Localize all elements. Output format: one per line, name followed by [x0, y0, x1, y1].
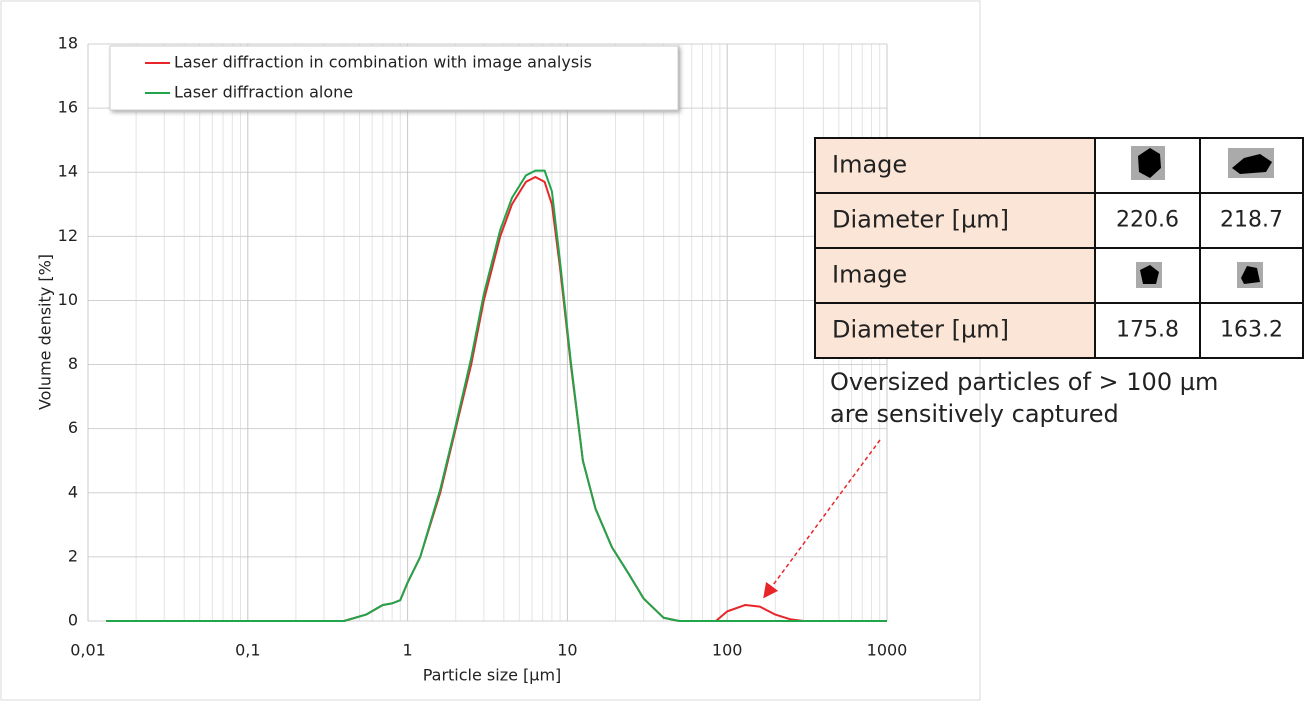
y-axis-label: Volume density [%] [36, 254, 55, 410]
legend-label: Laser diffraction in combination with im… [174, 53, 592, 72]
callout-text: Oversized particles of > 100 µm [830, 368, 1218, 396]
x-tick-label: 0,1 [235, 641, 260, 660]
y-tick-label: 18 [58, 34, 78, 53]
series-line [106, 169, 887, 622]
x-tick-label: 0,01 [70, 641, 106, 660]
y-tick-label: 4 [68, 482, 78, 501]
row-label: Image [832, 261, 907, 289]
legend-box [109, 45, 679, 111]
cell-value: 163.2 [1220, 318, 1283, 343]
row-label: Diameter [µm] [832, 316, 1009, 344]
table-borders [814, 137, 1304, 359]
y-tick-label: 0 [68, 611, 78, 630]
cell-value: 175.8 [1116, 318, 1179, 343]
particle-image [1131, 146, 1274, 288]
row-label: Diameter [µm] [832, 206, 1009, 234]
cell-value: 220.6 [1116, 208, 1179, 233]
callout-text: are sensitively captured [830, 400, 1119, 428]
legend-label: Laser diffraction alone [174, 83, 353, 102]
legend: Laser diffraction in combination with im… [145, 53, 592, 102]
y-tick-label: 6 [68, 418, 78, 437]
y-tick-label: 2 [68, 546, 78, 565]
x-tick-label: 100 [712, 641, 743, 660]
y-tick-label: 10 [58, 290, 78, 309]
y-tick-label: 14 [58, 162, 78, 181]
x-tick-label: 1 [403, 641, 413, 660]
x-tick-label: 1000 [867, 641, 908, 660]
lines [106, 169, 887, 622]
x-axis-label: Particle size [µm] [423, 666, 562, 685]
callout-arrow [763, 439, 881, 599]
x-tick-label: 10 [557, 641, 577, 660]
table: Image Diameter [µm] 220.6 218.7 Image Diamete… [814, 137, 1304, 359]
y-tick-label: 16 [58, 98, 78, 117]
y-tick-label: 8 [68, 354, 78, 373]
row-label: Image [832, 151, 907, 179]
cell-value: 218.7 [1220, 208, 1283, 233]
y-tick-label: 12 [58, 226, 78, 245]
